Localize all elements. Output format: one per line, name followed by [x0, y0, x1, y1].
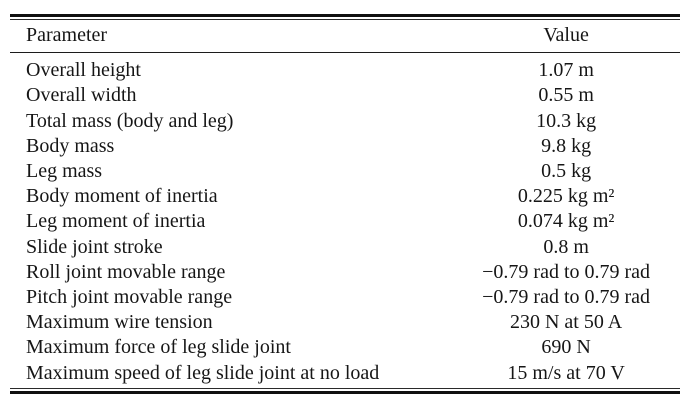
table-row: Maximum force of leg slide joint 690 N [10, 335, 680, 360]
param-cell: Maximum speed of leg slide joint at no l… [26, 361, 380, 384]
table-top-double-rule [10, 14, 680, 20]
table-row: Overall width 0.55 m [10, 83, 680, 108]
rule-line [10, 391, 680, 394]
param-cell: Maximum wire tension [26, 311, 213, 334]
value-cell: 0.5 kg [541, 160, 592, 182]
param-cell: Pitch joint movable range [26, 286, 233, 309]
table-row: Body mass 9.8 kg [10, 134, 680, 159]
parameters-value-table: Parameter Value Overall height 1.07 m Ov… [10, 19, 680, 386]
table-row: Leg moment of inertia 0.074 kg m² [10, 209, 680, 234]
rule-line [10, 387, 680, 390]
param-cell: Total mass (body and leg) [26, 109, 234, 132]
table-row: Roll joint movable range −0.79 rad to 0.… [10, 260, 680, 285]
value-cell: 0.225 kg m² [517, 185, 615, 208]
header-row: Parameter Value [10, 19, 680, 54]
table-row: Leg mass 0.5 kg [10, 159, 680, 184]
value-cell: 0.074 kg m² [517, 210, 615, 233]
param-cell: Body mass [26, 134, 115, 157]
param-cell: Slide joint stroke [26, 235, 163, 258]
table-row: Total mass (body and leg) 10.3 kg [10, 109, 680, 134]
table-row: Maximum wire tension 230 N at 50 A [10, 310, 680, 335]
value-cell: 0.55 m [538, 84, 594, 107]
param-cell: Body moment of inertia [26, 185, 218, 208]
table-bottom-double-rule [10, 387, 680, 394]
value-cell: 0.8 m [543, 235, 589, 258]
table-row: Overall height 1.07 m [10, 53, 680, 84]
table-row: Pitch joint movable range −0.79 rad to 0… [10, 285, 680, 310]
param-cell: Overall height [26, 59, 141, 82]
param-cell: Overall width [26, 84, 137, 107]
column-header-value: Value [452, 19, 680, 54]
param-cell: Leg mass [26, 160, 103, 182]
column-header-parameter: Parameter [10, 19, 453, 54]
param-cell: Maximum force of leg slide joint [26, 336, 291, 359]
table-row: Slide joint stroke 0.8 m [10, 235, 680, 260]
param-cell: Roll joint movable range [26, 260, 226, 283]
value-cell: 9.8 kg [541, 134, 592, 157]
table-row: Body moment of inertia 0.225 kg m² [10, 184, 680, 209]
value-cell: 15 m/s at 70 V [507, 361, 625, 384]
param-cell: Leg moment of inertia [26, 210, 206, 233]
parameter-table: Parameter Value Overall height 1.07 m Ov… [10, 14, 680, 394]
value-cell: 230 N at 50 A [509, 311, 623, 334]
value-cell: 1.07 m [538, 59, 594, 82]
rule-line [10, 18, 680, 20]
value-cell: 10.3 kg [536, 109, 597, 132]
value-cell: −0.79 rad to 0.79 rad [482, 260, 651, 283]
table-row: Maximum speed of leg slide joint at no l… [10, 361, 680, 386]
value-cell: −0.79 rad to 0.79 rad [482, 286, 651, 309]
rule-line [10, 14, 680, 17]
value-cell: 690 N [541, 336, 591, 359]
